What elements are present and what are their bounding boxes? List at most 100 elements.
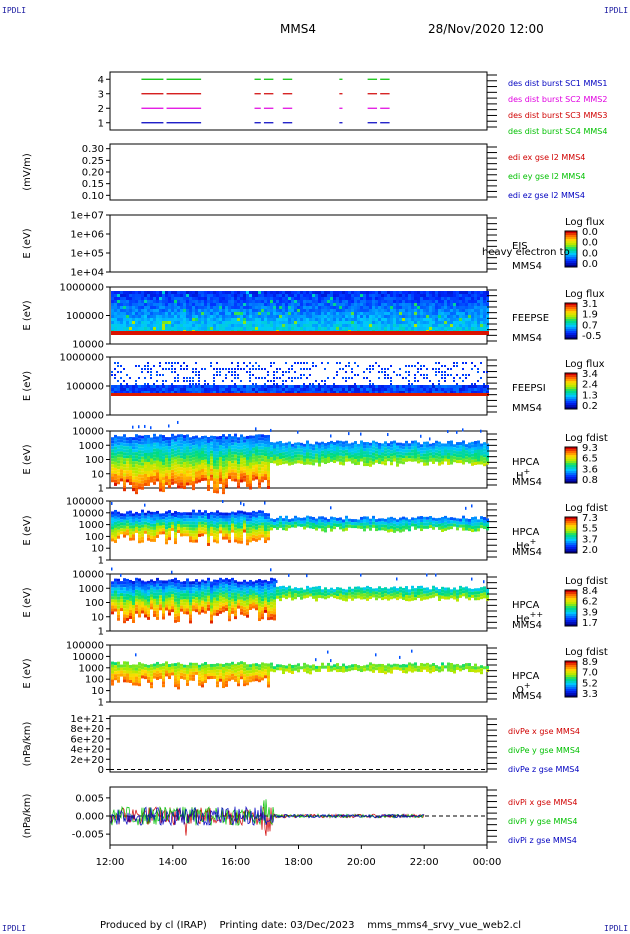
hpca-h-cell [156, 442, 159, 446]
hpca-h-cell [330, 440, 333, 444]
feepse-cell [354, 331, 357, 335]
hpca-h-cell [420, 447, 423, 451]
feepse-cell [471, 291, 474, 294]
feepsi-cell [237, 365, 239, 367]
feepse-cell [285, 309, 288, 312]
hpca-h-cell [456, 460, 459, 464]
feepse-cell [480, 300, 483, 303]
hpca-he-cell [159, 528, 162, 532]
feepse-cell [120, 315, 123, 318]
hpca-h-cell [231, 475, 234, 479]
feepsi-cell [234, 377, 236, 379]
hpca-h-cell [225, 481, 228, 485]
hpca-h-cell [174, 465, 177, 469]
feepse-cell [204, 297, 207, 300]
feepsi-cell [258, 391, 261, 394]
hpca-h-cell [183, 480, 186, 484]
hpca-h-cell [396, 442, 399, 446]
feepsi-cell [177, 374, 179, 376]
feepse-cell [414, 291, 417, 294]
feepsi-cell [279, 385, 282, 388]
feepse-cell [267, 303, 270, 306]
hpca-he-cell [111, 520, 114, 524]
hpca-h-cell [219, 442, 222, 446]
feepse-cell [369, 331, 372, 335]
hpca-h-cell [171, 442, 174, 446]
feepse-cell [363, 309, 366, 312]
feepse-cell [120, 324, 123, 327]
feepsi-cell [306, 388, 309, 391]
feepsi-cell [450, 368, 452, 370]
feepse-cell [465, 291, 468, 294]
feepsi-cell [273, 377, 275, 379]
hpca-h-cell [153, 433, 156, 437]
feepsi-cell [444, 365, 446, 367]
feepsi-cell [465, 377, 467, 379]
feepse-cell [234, 309, 237, 312]
feepse-cell [345, 327, 348, 330]
hpca-h-cell [456, 445, 459, 449]
hpca-h-cell [294, 442, 297, 446]
feepse-cell [252, 315, 255, 318]
feepse-cell [405, 327, 408, 330]
hpca-he-cell [231, 517, 234, 521]
hpca-h-cell [183, 459, 186, 463]
hpca-h-cell [279, 458, 282, 462]
feepsi-cell [417, 380, 419, 382]
feepse-cell [393, 309, 396, 312]
feepse-cell [393, 291, 396, 294]
hpca-he-cell [132, 519, 135, 523]
hpca-he-cell [156, 516, 159, 520]
hpca-h-cell [252, 447, 255, 451]
hpca-h-cell [186, 449, 189, 453]
hpca-h-cell [306, 461, 309, 465]
feepsi-cell [342, 368, 344, 370]
hpca-he-cell [261, 516, 264, 520]
feepse-cell [402, 321, 405, 324]
hpca-h-cell [120, 457, 123, 461]
hpca-he-cell [255, 529, 258, 533]
hpca-h-cell [456, 430, 458, 434]
feepsi-cell [357, 374, 359, 376]
hpca-h-cell [144, 476, 147, 480]
feepsi-cell [387, 385, 390, 388]
hpca-he-cell [219, 518, 222, 522]
feepse-cell [210, 318, 213, 321]
feepsi-cell [162, 385, 165, 388]
feepse-cell [318, 309, 321, 312]
feepse-cell [369, 327, 372, 330]
feepse-cell [195, 321, 198, 324]
hpca-h-cell [180, 464, 183, 468]
hpca-h-cell [198, 461, 201, 465]
feepse-cell [321, 315, 324, 318]
hpca-h-cell [126, 470, 129, 474]
feepse-cell [276, 312, 279, 315]
hpca-he-cell [129, 510, 132, 514]
hpca-h-cell [162, 438, 165, 442]
eis-colorbar-swatch [565, 251, 577, 254]
feepse-cell [453, 321, 456, 324]
hpca-h-cell [144, 443, 147, 447]
feepse-cell [432, 318, 435, 321]
feepse-cell [246, 321, 249, 324]
hpca-he-cell [279, 515, 282, 519]
hpca-h-cell [477, 455, 480, 459]
feepse-cell [123, 321, 126, 324]
hpca-h-cell [165, 479, 168, 483]
feepse-cell [249, 300, 252, 303]
hpca-he-cell [240, 510, 243, 514]
hpca-he-cell [216, 516, 219, 520]
feepse-cell [156, 324, 159, 327]
feepse-cell [405, 324, 408, 327]
feepse-cell [147, 303, 150, 306]
feepsi-cell [246, 393, 249, 396]
feepsi-cell [159, 391, 162, 394]
hpca-h-cell [150, 473, 153, 477]
hpca-h-cell [297, 448, 300, 452]
hpca-h-cell [471, 459, 474, 463]
feepsi-cell [351, 385, 354, 388]
feepse-cell [348, 300, 351, 303]
hpca-h-cell [321, 456, 324, 460]
feepse-cell [402, 291, 405, 294]
hpca-h-cell [252, 462, 255, 466]
